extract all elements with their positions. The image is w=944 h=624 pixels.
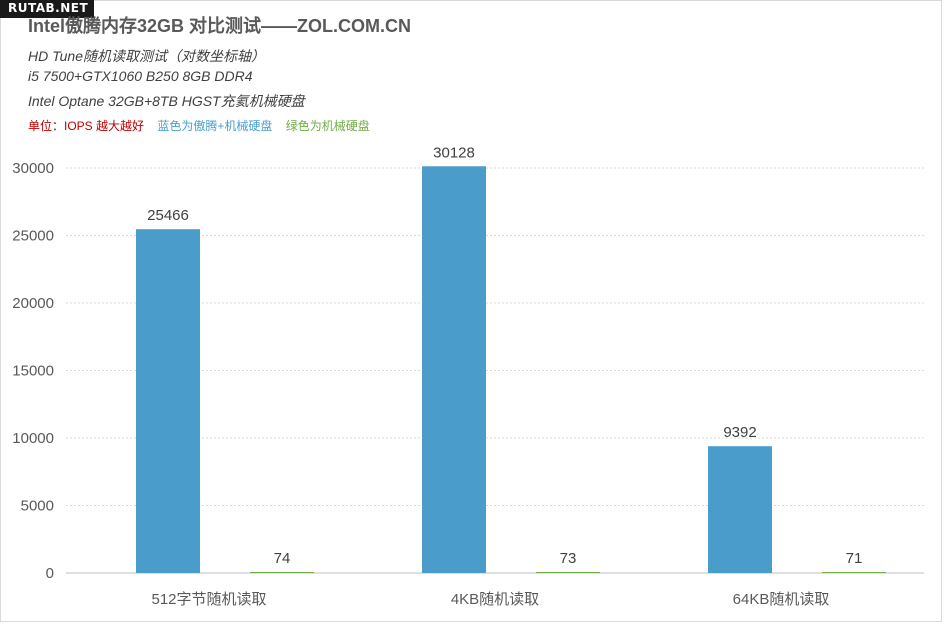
bar (136, 229, 200, 574)
x-category-label: 64KB随机读取 (733, 591, 830, 608)
data-label: 74 (274, 550, 291, 567)
watermark-label: RUTAB.NET (0, 0, 95, 18)
data-label: 71 (846, 550, 863, 567)
data-label: 9392 (723, 424, 756, 441)
bar (822, 572, 886, 573)
x-category-label: 4KB随机读取 (451, 591, 539, 608)
y-tick-label: 30000 (12, 160, 54, 177)
note-blue-series: 蓝色为傲腾+机械硬盘 (157, 119, 273, 133)
bar (250, 572, 314, 573)
data-label: 73 (560, 550, 577, 567)
bar (708, 446, 772, 573)
y-tick-label: 15000 (12, 363, 54, 380)
x-category-label: 512字节随机读取 (151, 591, 266, 608)
chart-title: Intel傲腾内存32GB 对比测试——ZOL.COM.CN (28, 16, 412, 36)
note-unit: 单位：IOPS 越大越好 (28, 119, 145, 133)
y-tick-label: 20000 (12, 295, 54, 312)
bar (422, 166, 486, 573)
bar (536, 572, 600, 573)
y-tick-label: 5000 (21, 498, 54, 515)
note-green-series: 绿色为机械硬盘 (285, 119, 370, 133)
y-tick-label: 10000 (12, 430, 54, 447)
y-tick-label: 0 (46, 565, 54, 582)
legend-notes: 单位：IOPS 越大越好 蓝色为傲腾+机械硬盘 绿色为机械硬盘 (28, 117, 380, 134)
subtitle-line-1: HD Tune随机读取测试（对数坐标轴） (28, 48, 265, 64)
data-label: 25466 (147, 207, 189, 224)
subtitle-line-3: Intel Optane 32GB+8TB HGST充氦机械硬盘 (28, 93, 305, 109)
subtitle-line-2: i5 7500+GTX1060 B250 8GB DDR4 (28, 68, 253, 84)
data-label: 30128 (433, 144, 475, 161)
y-tick-label: 25000 (12, 228, 54, 245)
